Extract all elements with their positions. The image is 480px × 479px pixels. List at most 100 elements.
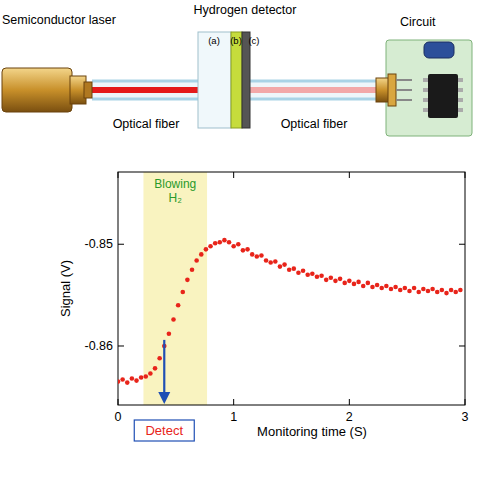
detect-box xyxy=(134,420,194,441)
point xyxy=(217,240,222,245)
point xyxy=(292,266,297,271)
x-tick xyxy=(465,399,466,405)
x-tick xyxy=(233,172,234,178)
y-tick xyxy=(118,244,124,245)
y-tick-label: -0.85 xyxy=(85,237,114,251)
point xyxy=(118,379,120,384)
label: Circuit xyxy=(400,15,436,29)
layer-label: (b) xyxy=(230,35,242,46)
diagram: Semiconductor laser Hydrogen detector (a) (… xyxy=(2,3,472,136)
laser-body xyxy=(2,68,72,112)
point xyxy=(426,289,431,294)
x-tick-label: 3 xyxy=(462,410,469,424)
x-tick-label: 0 xyxy=(115,410,122,424)
circuit-board xyxy=(386,40,472,136)
point xyxy=(213,241,218,246)
chip-pin xyxy=(458,78,463,82)
x-tick xyxy=(465,172,466,178)
label: Hydrogen detector xyxy=(194,3,297,17)
laser-beam-out xyxy=(250,87,378,93)
point xyxy=(185,278,190,283)
pin xyxy=(396,89,412,91)
x-tick xyxy=(118,399,119,405)
chip-pin xyxy=(458,108,463,112)
label: Optical fiber xyxy=(281,117,348,131)
pin xyxy=(396,79,412,81)
point xyxy=(366,281,371,286)
point xyxy=(301,268,306,273)
point xyxy=(361,284,366,289)
label: Optical fiber xyxy=(113,117,180,131)
band xyxy=(143,172,207,405)
chip-pin xyxy=(423,78,428,82)
fiber-edge xyxy=(92,98,200,101)
connector-flange xyxy=(388,74,396,106)
x-axis-label: Monitoring time (S) xyxy=(257,424,367,439)
point xyxy=(412,286,417,291)
point xyxy=(125,380,130,385)
layer-c xyxy=(242,32,250,128)
point xyxy=(296,270,301,275)
point xyxy=(143,374,148,379)
point xyxy=(120,377,125,382)
point xyxy=(241,248,246,253)
point xyxy=(315,274,320,279)
point xyxy=(458,288,463,293)
point xyxy=(352,282,357,287)
layer-b xyxy=(231,32,242,128)
annotation-line: Blowing xyxy=(154,177,196,191)
fiber-edge xyxy=(92,80,200,83)
point xyxy=(236,242,241,247)
point xyxy=(342,281,347,286)
fiber-body xyxy=(250,80,378,100)
arrow xyxy=(163,340,165,395)
point xyxy=(194,258,199,263)
chip-pin xyxy=(423,98,428,102)
point xyxy=(176,303,181,308)
point xyxy=(190,267,195,272)
laser-tip xyxy=(84,82,92,98)
fiber-edge xyxy=(250,98,378,101)
y-tick-label: -0.86 xyxy=(85,339,114,353)
point xyxy=(329,276,334,281)
pin xyxy=(396,99,412,101)
point xyxy=(245,247,250,252)
point xyxy=(204,247,209,252)
y-tick xyxy=(459,345,465,346)
chart: BlowingH₂0123-0.86-0.85Signal (V)Monitor… xyxy=(58,172,469,441)
figure: Semiconductor laser Hydrogen detector (a) (… xyxy=(0,0,480,479)
point xyxy=(282,262,287,267)
point xyxy=(130,376,135,381)
x-tick xyxy=(349,399,350,405)
point xyxy=(435,290,440,295)
point xyxy=(449,288,454,293)
point xyxy=(148,371,153,376)
chip-pin xyxy=(458,98,463,102)
point xyxy=(416,290,421,295)
x-tick xyxy=(349,172,350,178)
point xyxy=(375,283,380,288)
point xyxy=(180,290,185,295)
point xyxy=(453,290,458,295)
point xyxy=(407,289,412,294)
point xyxy=(347,279,352,284)
point xyxy=(139,375,144,380)
point xyxy=(259,253,264,258)
fiber-edge xyxy=(250,80,378,83)
chip-pin xyxy=(423,88,428,92)
point xyxy=(222,238,227,243)
plot-frame xyxy=(118,172,465,405)
point xyxy=(310,271,315,276)
layer-label: (a) xyxy=(208,35,220,46)
point xyxy=(208,244,213,249)
chip-pin xyxy=(423,108,428,112)
point xyxy=(356,280,361,285)
annotation: BlowingH₂ xyxy=(154,177,196,205)
point xyxy=(157,356,162,361)
label: Semiconductor laser xyxy=(2,13,116,27)
y-tick xyxy=(459,244,465,245)
y-axis-label: Signal (V) xyxy=(58,260,73,317)
point xyxy=(338,277,343,282)
point xyxy=(250,252,255,257)
point xyxy=(384,284,389,289)
